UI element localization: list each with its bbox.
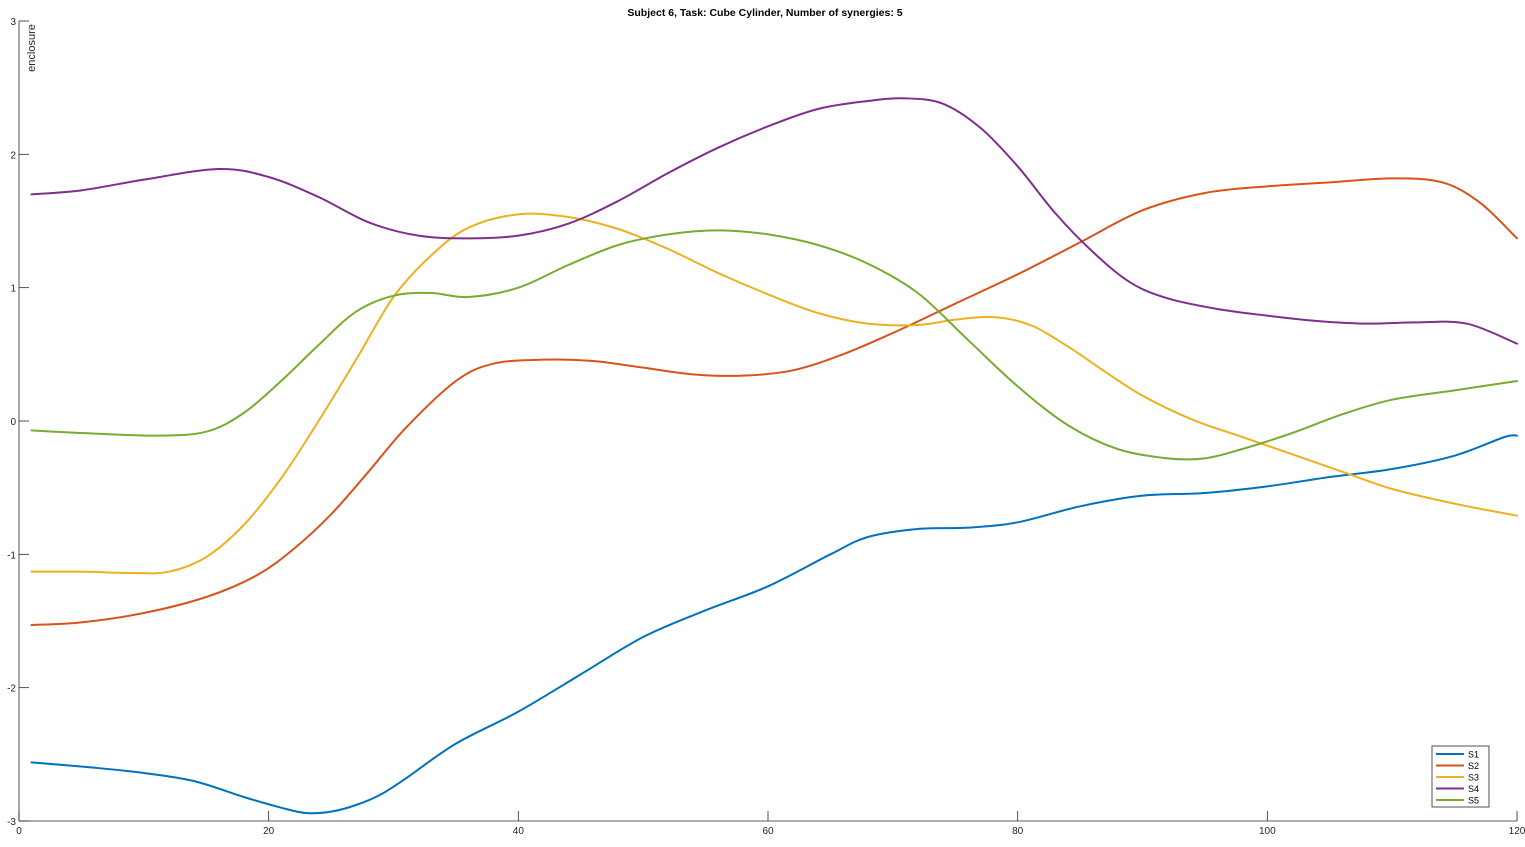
- x-tick-label: 40: [513, 826, 525, 837]
- y-tick-label: 2: [10, 150, 16, 161]
- y-tick-label: 3: [10, 17, 16, 28]
- y-tick-label: 0: [10, 417, 16, 428]
- x-tick-label: 0: [16, 826, 22, 837]
- y-axis-label: enclosure: [26, 24, 38, 72]
- legend-label: S5: [1468, 796, 1479, 806]
- series-line-s2: [30, 177, 1518, 626]
- y-tick-label: -2: [7, 684, 16, 695]
- series-lines: [30, 97, 1518, 815]
- y-tick-label: -1: [7, 550, 16, 561]
- chart-title: Subject 6, Task: Cube Cylinder, Number o…: [627, 7, 902, 19]
- legend-label: S3: [1468, 773, 1479, 783]
- x-tick-label: 60: [762, 826, 774, 837]
- series-line-s3: [30, 212, 1518, 575]
- legend-label: S1: [1468, 750, 1479, 760]
- x-tick-label: 120: [1509, 826, 1525, 837]
- y-tick-label: -3: [7, 817, 16, 828]
- x-tick-label: 100: [1259, 826, 1276, 837]
- series-line-s4: [30, 97, 1518, 345]
- x-tick-label: 80: [1012, 826, 1024, 837]
- axes: 0 20 40 60 80 100 120 -3 -2 -1 0 1 2 3: [7, 17, 1525, 837]
- y-tick-label: 1: [10, 284, 16, 295]
- legend-label: S4: [1468, 784, 1479, 794]
- x-tick-label: 20: [263, 826, 275, 837]
- series-line-s1: [30, 434, 1518, 815]
- legend-label: S2: [1468, 761, 1479, 771]
- series-line-s5: [30, 229, 1518, 461]
